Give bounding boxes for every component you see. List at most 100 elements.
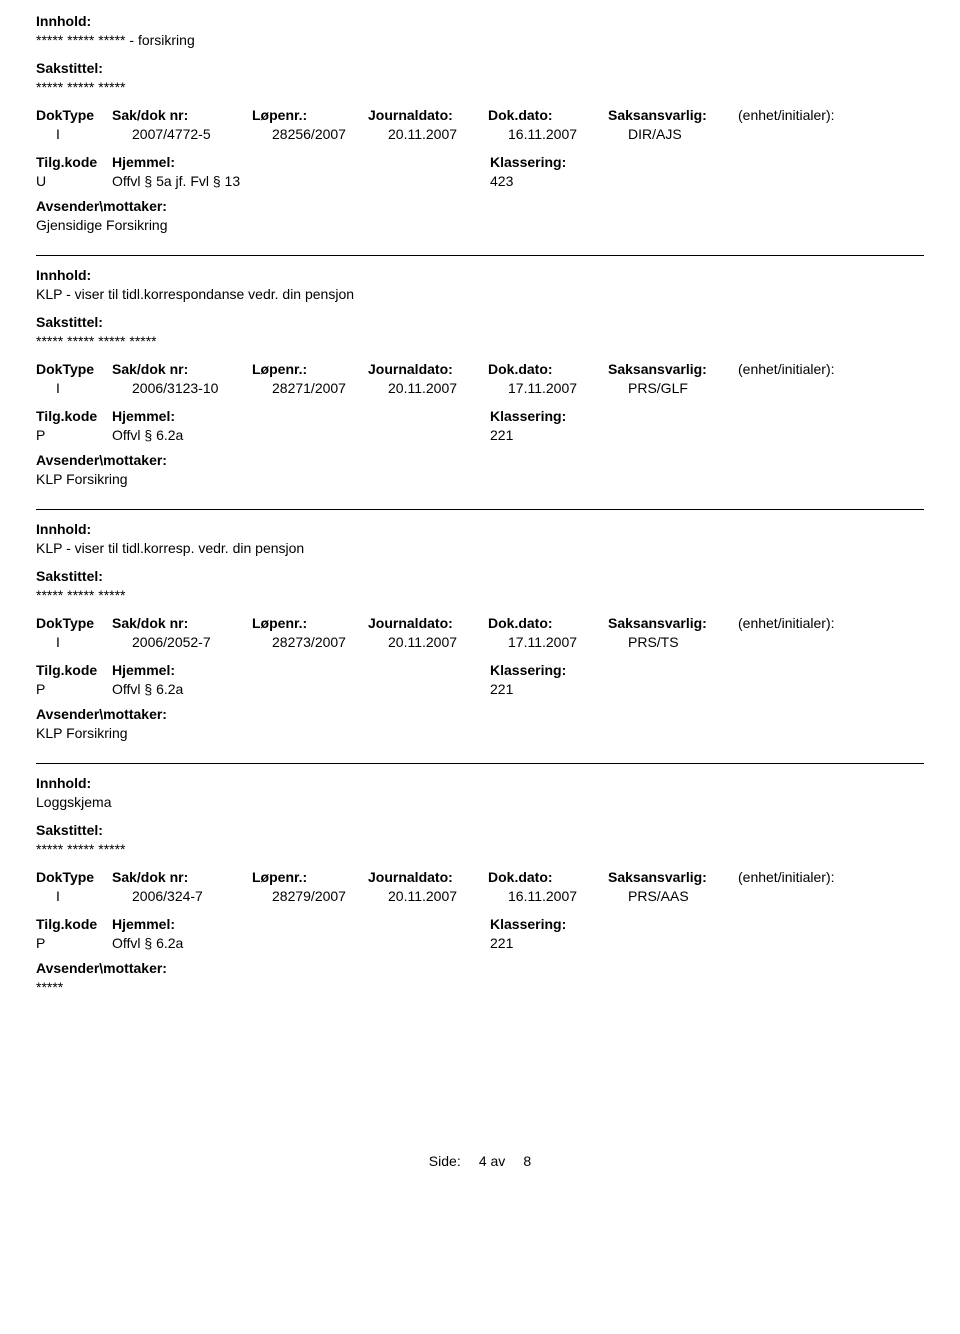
journaldato-label: Journaldato:: [368, 615, 488, 631]
enhet-label: (enhet/initialer):: [738, 615, 924, 631]
klassering-value: 221: [490, 935, 924, 951]
side-label: Side:: [429, 1153, 461, 1169]
journaldato-value: 20.11.2007: [388, 888, 508, 904]
saksansvarlig-value: PRS/GLF: [628, 380, 758, 396]
meta-value-row: I 2006/3123-10 28271/2007 20.11.2007 17.…: [36, 380, 924, 396]
hjemmel-value: Offvl § 6.2a: [112, 935, 490, 951]
avsender-label: Avsender\mottaker:: [36, 960, 924, 976]
journal-entry: Innhold: KLP - viser til tidl.korrespond…: [36, 267, 924, 487]
tilgkode-label: Tilg.kode: [36, 154, 112, 170]
meta-header-row: DokType Sak/dok nr: Løpenr.: Journaldato…: [36, 615, 924, 631]
tilgkode-value: P: [36, 935, 112, 951]
sakdok-value: 2006/3123-10: [132, 380, 272, 396]
dokdato-label: Dok.dato:: [488, 615, 608, 631]
dokdato-label: Dok.dato:: [488, 869, 608, 885]
innhold-label: Innhold:: [36, 775, 924, 791]
meta-header-row: DokType Sak/dok nr: Løpenr.: Journaldato…: [36, 107, 924, 123]
dokdato-value: 16.11.2007: [508, 126, 628, 142]
lopenr-value: 28271/2007: [272, 380, 388, 396]
doktype-label: DokType: [36, 361, 112, 377]
meta-value-row: I 2007/4772-5 28256/2007 20.11.2007 16.1…: [36, 126, 924, 142]
journaldato-label: Journaldato:: [368, 361, 488, 377]
tilg-header-row: Tilg.kode Hjemmel: Klassering:: [36, 662, 924, 678]
sakstittel-value: ***** ***** ***** *****: [36, 333, 924, 349]
dokdato-value: 17.11.2007: [508, 380, 628, 396]
innhold-label: Innhold:: [36, 521, 924, 537]
sakstittel-label: Sakstittel:: [36, 568, 924, 584]
klassering-value: 221: [490, 681, 924, 697]
sakdok-value: 2006/324-7: [132, 888, 272, 904]
lopenr-label: Løpenr.:: [252, 107, 368, 123]
tilg-header-row: Tilg.kode Hjemmel: Klassering:: [36, 154, 924, 170]
saksansvarlig-label: Saksansvarlig:: [608, 615, 738, 631]
enhet-label: (enhet/initialer):: [738, 361, 924, 377]
innhold-value: ***** ***** ***** - forsikring: [36, 32, 924, 48]
hjemmel-label: Hjemmel:: [112, 662, 490, 678]
hjemmel-value: Offvl § 6.2a: [112, 681, 490, 697]
journaldato-label: Journaldato:: [368, 869, 488, 885]
avsender-value: *****: [36, 979, 924, 995]
doktype-label: DokType: [36, 615, 112, 631]
lopenr-label: Løpenr.:: [252, 869, 368, 885]
sakdok-value: 2006/2052-7: [132, 634, 272, 650]
innhold-label: Innhold:: [36, 267, 924, 283]
meta-header-row: DokType Sak/dok nr: Løpenr.: Journaldato…: [36, 869, 924, 885]
sakdok-label: Sak/dok nr:: [112, 107, 252, 123]
klassering-label: Klassering:: [490, 916, 924, 932]
sakstittel-label: Sakstittel:: [36, 822, 924, 838]
avsender-label: Avsender\mottaker:: [36, 452, 924, 468]
saksansvarlig-value: PRS/TS: [628, 634, 758, 650]
hjemmel-value: Offvl § 6.2a: [112, 427, 490, 443]
innhold-label: Innhold:: [36, 13, 924, 29]
klassering-value: 423: [490, 173, 924, 189]
doktype-label: DokType: [36, 869, 112, 885]
journaldato-value: 20.11.2007: [388, 126, 508, 142]
tilg-value-row: P Offvl § 6.2a 221: [36, 427, 924, 443]
klassering-label: Klassering:: [490, 662, 924, 678]
journal-page: Innhold: ***** ***** ***** - forsikring …: [0, 0, 960, 1189]
av-label: av: [491, 1153, 506, 1169]
sakstittel-label: Sakstittel:: [36, 60, 924, 76]
innhold-value: KLP - viser til tidl.korresp. vedr. din …: [36, 540, 924, 556]
doktype-value: I: [36, 634, 132, 650]
avsender-label: Avsender\mottaker:: [36, 198, 924, 214]
doktype-value: I: [36, 126, 132, 142]
saksansvarlig-value: PRS/AAS: [628, 888, 758, 904]
lopenr-label: Løpenr.:: [252, 615, 368, 631]
tilg-header-row: Tilg.kode Hjemmel: Klassering:: [36, 408, 924, 424]
page-total: 8: [509, 1153, 531, 1169]
lopenr-label: Løpenr.:: [252, 361, 368, 377]
sakstittel-value: ***** ***** *****: [36, 841, 924, 857]
dokdato-label: Dok.dato:: [488, 361, 608, 377]
hjemmel-value: Offvl § 5a jf. Fvl § 13: [112, 173, 490, 189]
sakdok-label: Sak/dok nr:: [112, 869, 252, 885]
dokdato-value: 17.11.2007: [508, 634, 628, 650]
tilg-header-row: Tilg.kode Hjemmel: Klassering:: [36, 916, 924, 932]
meta-value-row: I 2006/2052-7 28273/2007 20.11.2007 17.1…: [36, 634, 924, 650]
tilgkode-label: Tilg.kode: [36, 916, 112, 932]
sakdok-label: Sak/dok nr:: [112, 361, 252, 377]
journaldato-value: 20.11.2007: [388, 634, 508, 650]
tilgkode-value: U: [36, 173, 112, 189]
sakstittel-value: ***** ***** *****: [36, 587, 924, 603]
lopenr-value: 28256/2007: [272, 126, 388, 142]
avsender-value: KLP Forsikring: [36, 725, 924, 741]
tilg-value-row: P Offvl § 6.2a 221: [36, 681, 924, 697]
enhet-label: (enhet/initialer):: [738, 869, 924, 885]
saksansvarlig-value: DIR/AJS: [628, 126, 758, 142]
doktype-value: I: [36, 888, 132, 904]
meta-value-row: I 2006/324-7 28279/2007 20.11.2007 16.11…: [36, 888, 924, 904]
sakstittel-value: ***** ***** *****: [36, 79, 924, 95]
tilg-value-row: P Offvl § 6.2a 221: [36, 935, 924, 951]
dokdato-value: 16.11.2007: [508, 888, 628, 904]
hjemmel-label: Hjemmel:: [112, 154, 490, 170]
lopenr-value: 28273/2007: [272, 634, 388, 650]
avsender-label: Avsender\mottaker:: [36, 706, 924, 722]
avsender-value: Gjensidige Forsikring: [36, 217, 924, 233]
hjemmel-label: Hjemmel:: [112, 408, 490, 424]
journaldato-label: Journaldato:: [368, 107, 488, 123]
journal-entry: Innhold: Loggskjema Sakstittel: ***** **…: [36, 775, 924, 995]
klassering-label: Klassering:: [490, 408, 924, 424]
page-number: 4: [465, 1153, 487, 1169]
tilgkode-label: Tilg.kode: [36, 662, 112, 678]
